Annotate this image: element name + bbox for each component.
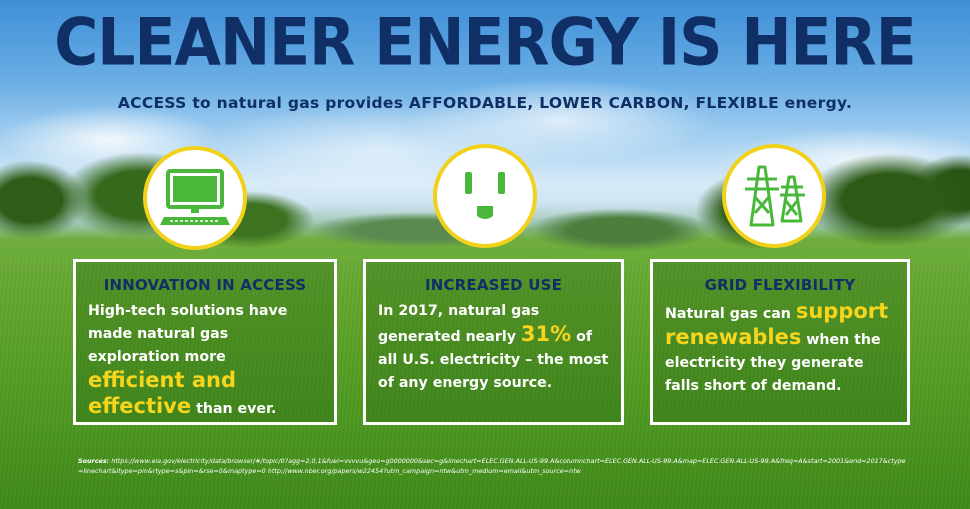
power-tower-icon (722, 144, 826, 248)
sources-footnote: Sources: https://www.eia.gov/electricity… (78, 456, 908, 476)
electrical-outlet-icon (433, 144, 537, 248)
page-title: CLEANER ENERGY IS HERE (54, 5, 916, 81)
card-text: High-tech solutions have made natural ga… (88, 303, 288, 365)
card-title: INNOVATION IN ACCESS (103, 276, 307, 294)
card-text: In 2017, natural gas generated nearly (378, 303, 540, 345)
computer-icon (143, 146, 247, 250)
card-innovation-in-access: INNOVATION IN ACCESS High-tech solutions… (73, 259, 337, 425)
card-title: INCREASED USE (424, 276, 563, 294)
card-text: Natural gas can (665, 306, 796, 322)
card-body: High-tech solutions have made natural ga… (88, 300, 322, 421)
sources-text: https://www.eia.gov/electricity/data/bro… (78, 457, 906, 475)
card-title: GRID FLEXIBILITY (704, 276, 856, 294)
card-text: when the electricity they generate falls… (665, 332, 881, 394)
card-highlight: efficient and effective (88, 368, 237, 418)
card-body: Natural gas can support renewables when … (665, 300, 895, 398)
card-highlight: 31% (520, 322, 572, 346)
card-increased-use: INCREASED USE In 2017, natural gas gener… (363, 259, 624, 425)
sources-label: Sources: (78, 457, 110, 465)
card-grid-flexibility: GRID FLEXIBILITY Natural gas can support… (650, 259, 910, 425)
card-body: In 2017, natural gas generated nearly 31… (378, 300, 609, 395)
page-subtitle: ACCESS to natural gas provides AFFORDABL… (117, 94, 853, 112)
card-highlight: support renewables (665, 299, 889, 349)
card-text: than ever. (191, 401, 277, 417)
card-text: of all U.S. electricity – the most of an… (378, 329, 609, 391)
